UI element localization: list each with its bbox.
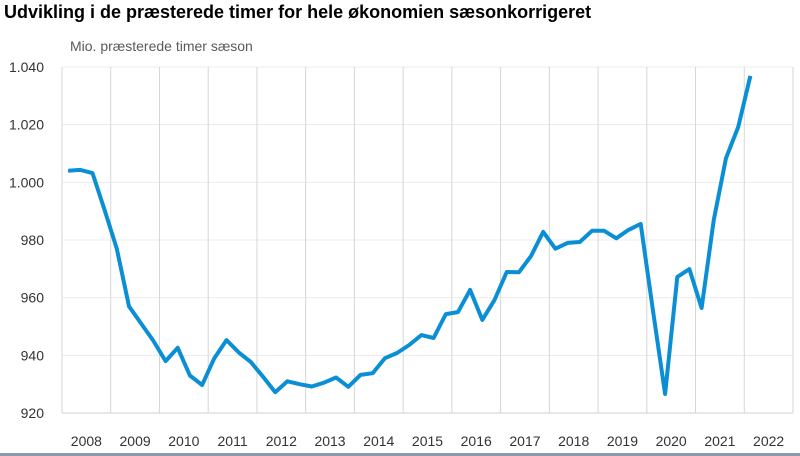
y-tick-label: 940 [21, 347, 45, 363]
y-tick-label: 1.040 [9, 59, 44, 75]
y-tick-label: 920 [21, 405, 45, 421]
x-tick-label: 2009 [120, 433, 151, 449]
y-tick-label: 1.000 [9, 174, 44, 190]
x-tick-label: 2011 [218, 433, 248, 449]
x-tick-label: 2013 [314, 433, 345, 449]
x-tick-label: 2015 [412, 433, 443, 449]
y-tick-label: 1.020 [9, 117, 44, 133]
x-tick-label: 2016 [461, 433, 492, 449]
chart-title: Udvikling i de præsterede timer for hele… [4, 2, 592, 22]
x-tick-label: 2017 [509, 433, 540, 449]
x-tick-label: 2010 [168, 433, 199, 449]
y-axis-label: Mio. præsterede timer sæson [70, 38, 253, 54]
bottom-border [0, 453, 800, 456]
y-tick-label: 980 [21, 232, 45, 248]
series-line [67, 75, 753, 396]
x-tick-label: 2012 [266, 433, 297, 449]
x-tick-label: 2018 [558, 433, 589, 449]
x-tick-label: 2022 [753, 433, 784, 449]
x-tick-label: 2008 [71, 433, 102, 449]
y-tick-label: 960 [21, 290, 45, 306]
x-tick-label: 2014 [363, 433, 394, 449]
x-tick-label: 2020 [656, 433, 687, 449]
x-tick-label: 2019 [607, 433, 638, 449]
x-tick-label: 2021 [704, 433, 735, 449]
